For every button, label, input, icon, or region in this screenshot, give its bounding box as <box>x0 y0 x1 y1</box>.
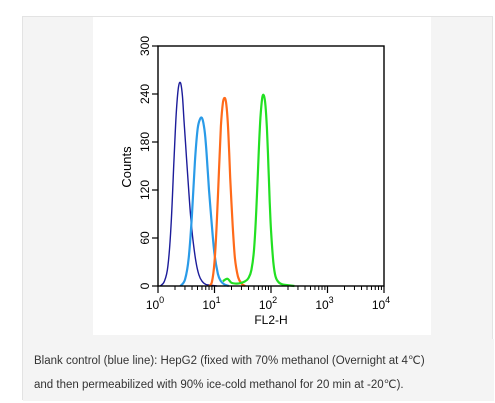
x-axis-label: FL2-H <box>254 313 287 327</box>
series-line-4 <box>222 93 295 288</box>
x-ticks: 100 101 102 103 104 <box>146 286 390 312</box>
plot-card: 0 60 120 180 240 300 100 101 102 103 104 Counts F… <box>93 17 431 335</box>
y-tick-label: 300 <box>138 36 152 56</box>
y-tick-label: 0 <box>138 282 152 289</box>
x-tick-label: 104 <box>372 295 390 312</box>
series-line-3 <box>208 96 246 287</box>
y-axis-label: Counts <box>119 146 134 188</box>
x-tick-label: 100 <box>146 295 164 312</box>
series-layer <box>159 81 295 288</box>
caption-line-1: Blank control (blue line): HepG2 (fixed … <box>34 355 425 367</box>
figure-caption: Blank control (blue line): HepG2 (fixed … <box>23 339 494 401</box>
y-ticks: 0 60 120 180 240 300 <box>138 36 158 289</box>
histogram-chart: 0 60 120 180 240 300 100 101 102 103 104 Counts F… <box>119 36 390 327</box>
caption-line-2: and then permeabilized with 90% ice-cold… <box>34 379 404 391</box>
plot-frame <box>157 45 385 287</box>
y-tick-label: 240 <box>138 84 152 104</box>
x-tick-label: 101 <box>202 295 220 312</box>
y-tick-label: 180 <box>138 132 152 152</box>
y-tick-label: 120 <box>138 180 152 200</box>
series-line-1 <box>159 81 217 287</box>
x-tick-label: 102 <box>259 295 277 312</box>
x-tick-label: 103 <box>315 295 333 312</box>
series-line-2 <box>179 116 230 288</box>
figure-frame: 0 60 120 180 240 300 100 101 102 103 104 Counts F… <box>22 16 494 401</box>
y-tick-label: 60 <box>138 231 152 245</box>
